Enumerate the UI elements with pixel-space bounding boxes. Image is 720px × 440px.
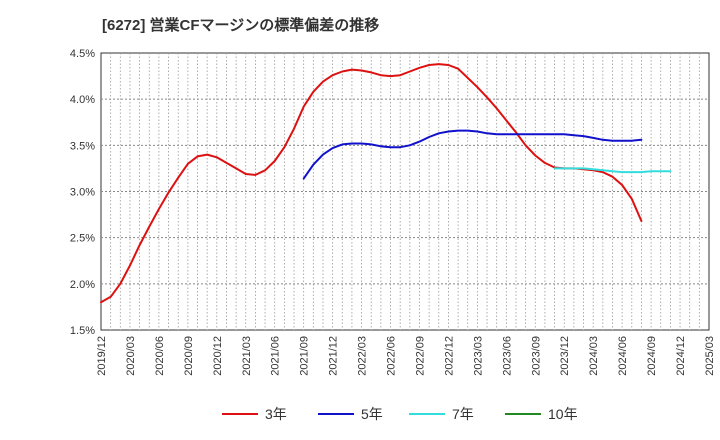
legend-label-2: 5年 bbox=[361, 406, 383, 422]
y-tick-label: 3.5% bbox=[70, 140, 95, 152]
x-tick-label: 2022/09 bbox=[414, 336, 426, 376]
x-tick-label: 2024/09 bbox=[646, 336, 658, 376]
y-tick-label: 2.5% bbox=[70, 233, 95, 245]
x-tick-label: 2022/06 bbox=[386, 336, 398, 376]
x-tick-label: 2020/09 bbox=[183, 336, 195, 376]
legend-label-3: 7年 bbox=[452, 406, 474, 422]
series-line-2 bbox=[302, 129, 643, 180]
x-tick-label: 2019/12 bbox=[96, 336, 108, 376]
y-tick-label: 1.5% bbox=[70, 325, 95, 337]
y-tick-label: 3.0% bbox=[70, 187, 95, 199]
x-tick-label: 2023/09 bbox=[530, 336, 542, 376]
x-tick-label: 2023/12 bbox=[559, 336, 571, 376]
y-tick-label: 2.0% bbox=[70, 279, 95, 291]
x-tick-label: 2024/03 bbox=[588, 336, 600, 376]
x-tick-label: 2021/09 bbox=[299, 336, 311, 376]
x-tick-label: 2024/12 bbox=[675, 336, 687, 376]
x-tick-label: 2024/06 bbox=[617, 336, 629, 376]
x-tick-label: 2022/12 bbox=[443, 336, 455, 376]
legend-label-4: 10年 bbox=[548, 406, 578, 422]
x-tick-label: 2020/03 bbox=[125, 336, 137, 376]
y-tick-label: 4.5% bbox=[70, 48, 95, 60]
series-line-1 bbox=[100, 63, 643, 304]
series-line-3 bbox=[553, 167, 672, 174]
x-tick-label: 2021/03 bbox=[241, 336, 253, 376]
x-tick-label: 2021/12 bbox=[328, 336, 340, 376]
y-tick-label: 4.0% bbox=[70, 94, 95, 106]
chart-title: [6272] 営業CFマージンの標準偏差の推移 bbox=[102, 17, 380, 34]
x-tick-label: 2023/03 bbox=[472, 336, 484, 376]
x-tick-label: 2021/06 bbox=[270, 336, 282, 376]
x-tick-label: 2022/03 bbox=[357, 336, 369, 376]
legend-label-1: 3年 bbox=[265, 406, 287, 422]
x-tick-label: 2020/06 bbox=[154, 336, 166, 376]
x-tick-label: 2023/06 bbox=[501, 336, 513, 376]
x-tick-label: 2020/12 bbox=[212, 336, 224, 376]
x-tick-label: 2025/03 bbox=[704, 336, 716, 376]
